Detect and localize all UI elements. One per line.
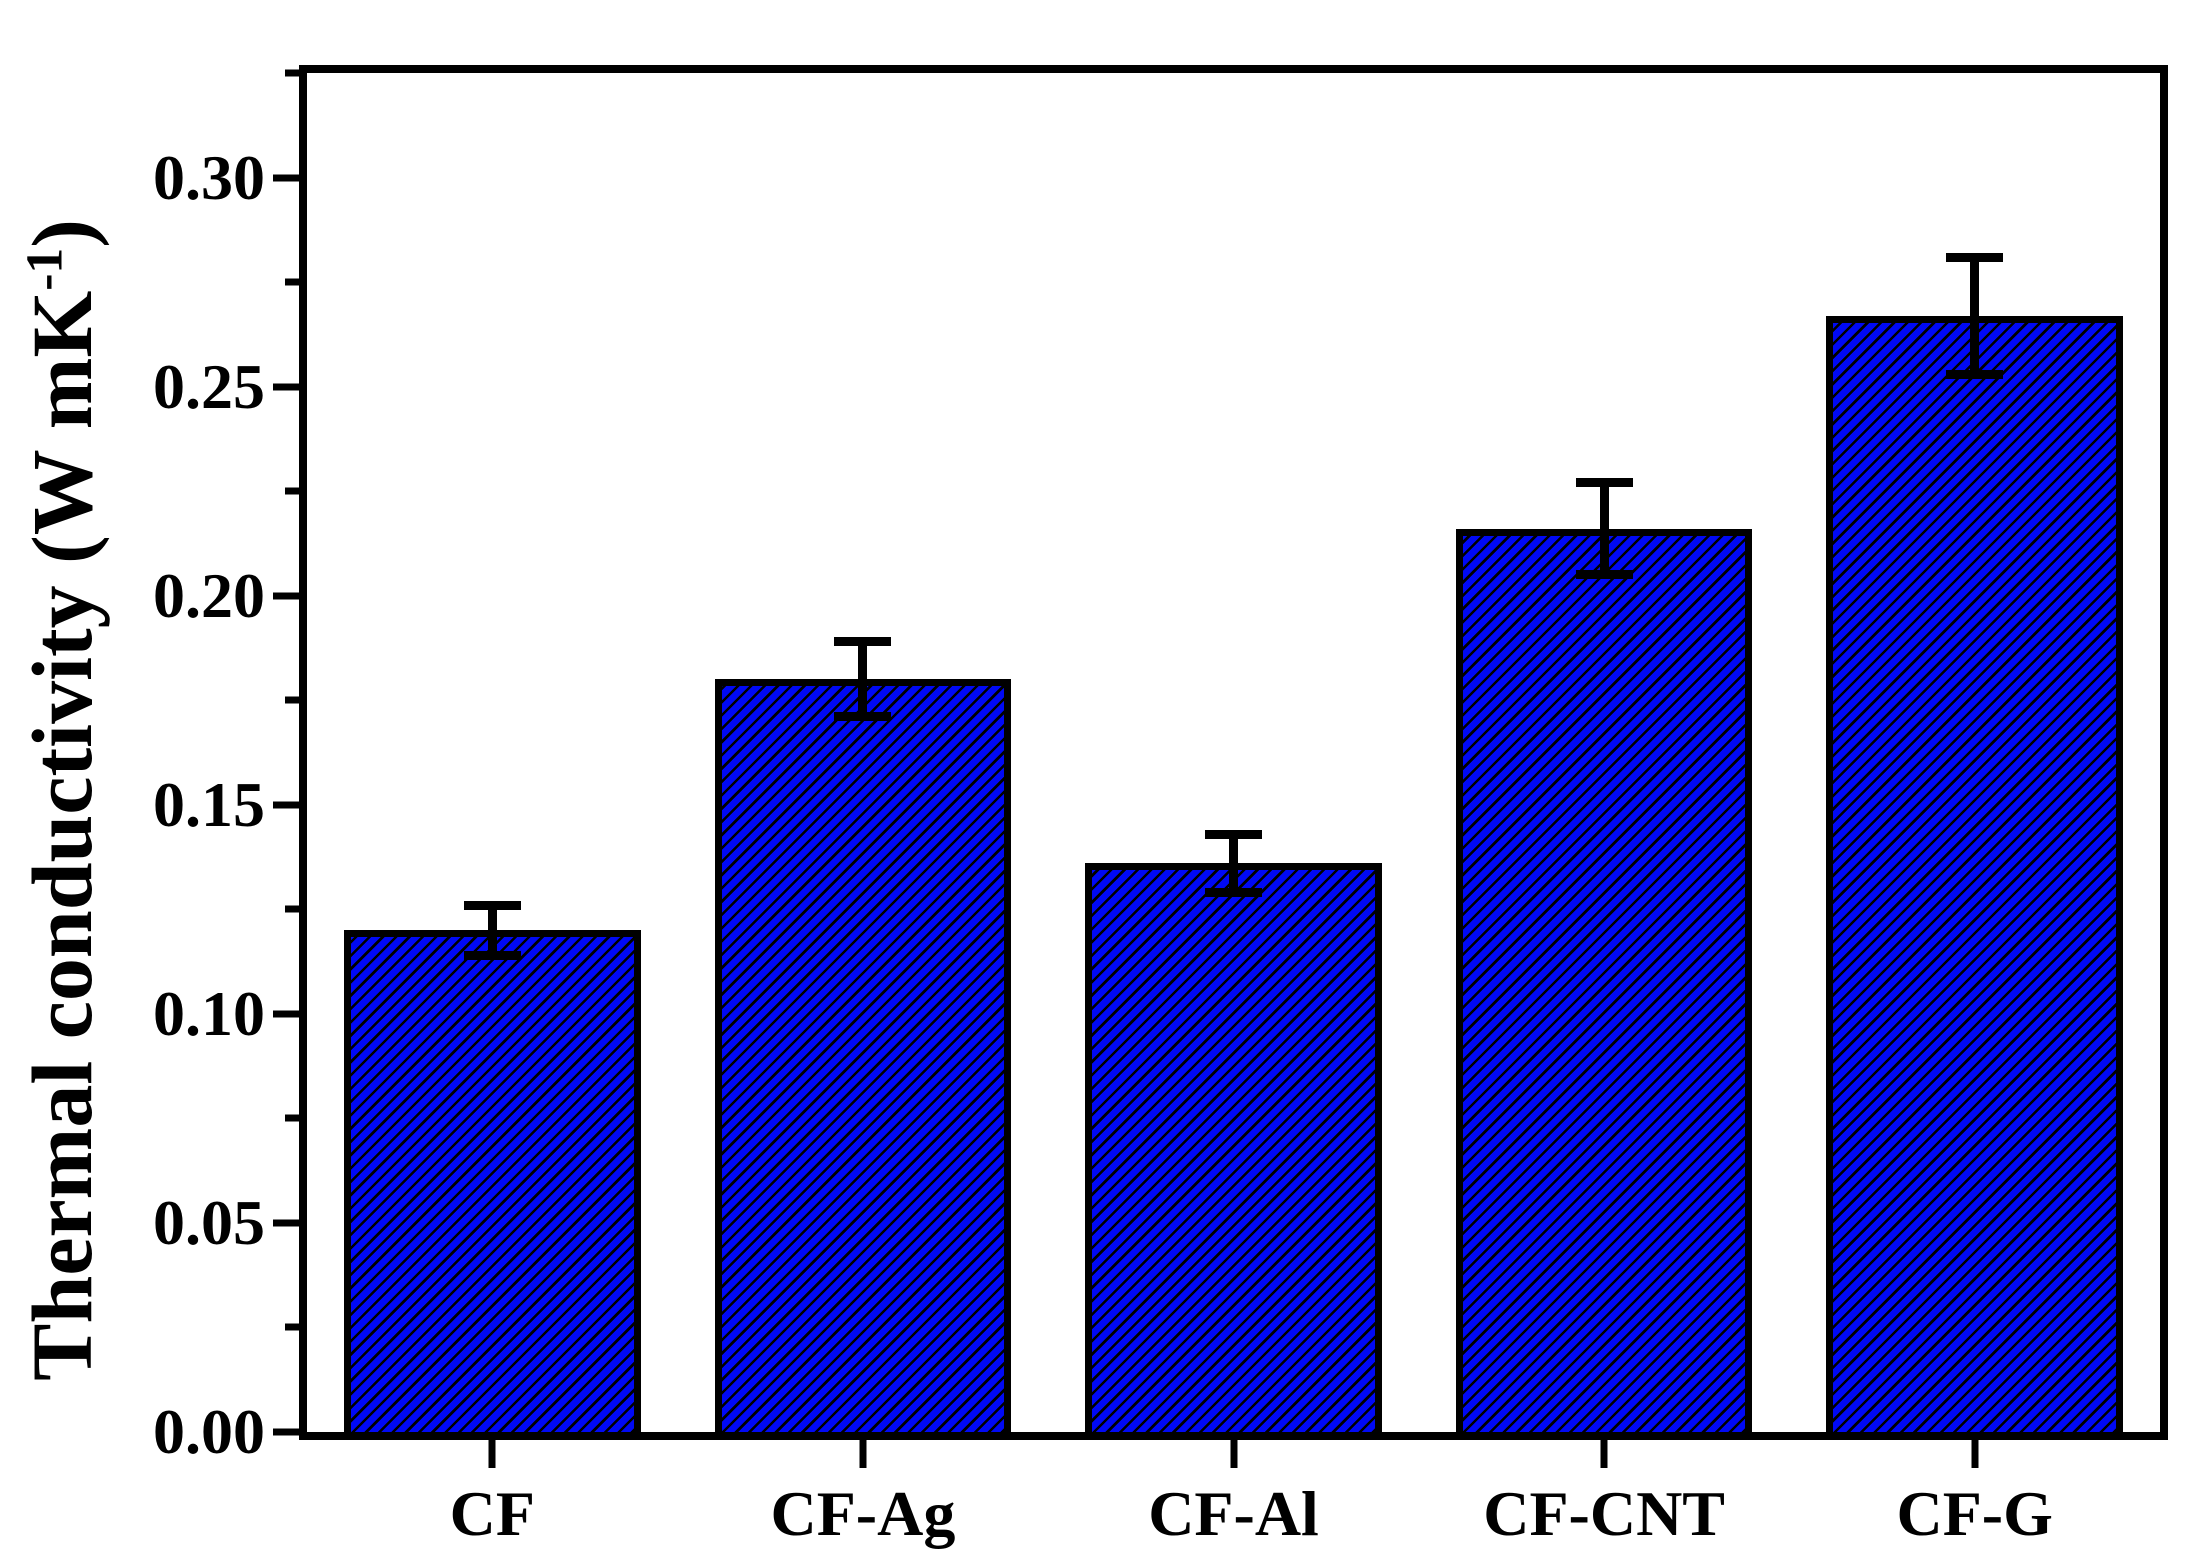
x-axis-tick	[1230, 1440, 1237, 1468]
error-bar-cap-bottom	[1575, 570, 1633, 580]
y-axis-minor-tick	[285, 1114, 299, 1122]
y-axis-tick-label: 0.05	[153, 1186, 265, 1258]
y-axis-tick-label: 0.00	[153, 1396, 265, 1467]
y-axis-major-tick	[273, 1428, 299, 1436]
x-axis-tick	[488, 1440, 496, 1468]
error-bar-stem	[1970, 257, 1980, 375]
y-axis-tick-label: 0.10	[153, 977, 265, 1049]
bar	[1826, 315, 2123, 1432]
error-bar-cap-bottom	[1946, 369, 2004, 379]
plot-area: 0.00 0.05 0.10 0.15 0.20 0.25 0.30 CF CF-Ag CF-Al…	[153, 65, 2168, 1546]
x-axis-tick	[859, 1440, 867, 1468]
error-bar-cap-top	[834, 637, 892, 647]
y-axis-title-superscript: -1	[16, 247, 74, 291]
x-axis-tick-label: CF-CNT	[1483, 1478, 1725, 1549]
y-axis-major-tick	[273, 383, 299, 391]
y-axis-minor-tick	[285, 278, 299, 286]
y-axis-tick-label: 0.20	[153, 559, 265, 631]
y-axis-major-tick	[273, 801, 299, 809]
error-bar-cap-top	[1946, 252, 2004, 262]
error-bar-stem	[487, 905, 497, 956]
x-axis-tick	[1600, 1440, 1608, 1468]
y-axis-minor-tick	[285, 696, 299, 704]
y-axis-major-tick	[273, 1219, 299, 1227]
error-bar-cap-top	[1575, 478, 1633, 488]
x-axis-tick-label: CF-G	[1896, 1478, 2053, 1549]
y-axis-tick-label: 0.15	[153, 768, 265, 840]
error-bar-stem	[858, 641, 868, 717]
x-axis-tick-label: CF-Ag	[770, 1478, 956, 1549]
y-axis-major-tick	[273, 592, 299, 600]
y-axis-tick-label: 0.25	[153, 350, 265, 422]
y-axis-tick-label: 0.30	[153, 141, 265, 213]
x-axis-tick	[1971, 1440, 1979, 1468]
error-bar-cap-top	[463, 900, 521, 910]
error-bar-stem	[1229, 834, 1238, 893]
bar	[1085, 863, 1382, 1432]
error-bar-cap-bottom	[834, 712, 892, 722]
y-axis-major-tick	[273, 174, 299, 182]
error-bar-cap-bottom	[463, 950, 521, 960]
y-axis-minor-tick	[285, 69, 299, 77]
bar	[714, 679, 1012, 1432]
x-axis-tick-label: CF-Al	[1148, 1478, 1319, 1549]
y-axis-minor-tick	[285, 1323, 299, 1331]
y-axis-title-close-paren: )	[14, 219, 110, 248]
error-bar-cap-bottom	[1205, 888, 1262, 898]
y-axis-minor-tick	[285, 487, 299, 495]
error-bar-stem	[1599, 482, 1609, 575]
bar	[344, 930, 641, 1432]
y-axis-minor-tick	[285, 905, 299, 913]
x-axis-tick-label: CF	[449, 1478, 535, 1549]
error-bar-cap-top	[1205, 829, 1262, 839]
y-axis-title: Thermal conductivity (W mK-1)	[14, 219, 110, 1381]
y-axis-major-tick	[273, 1010, 299, 1018]
y-axis-title-text: Thermal conductivity (W mK	[14, 290, 110, 1381]
bar	[1455, 528, 1753, 1432]
